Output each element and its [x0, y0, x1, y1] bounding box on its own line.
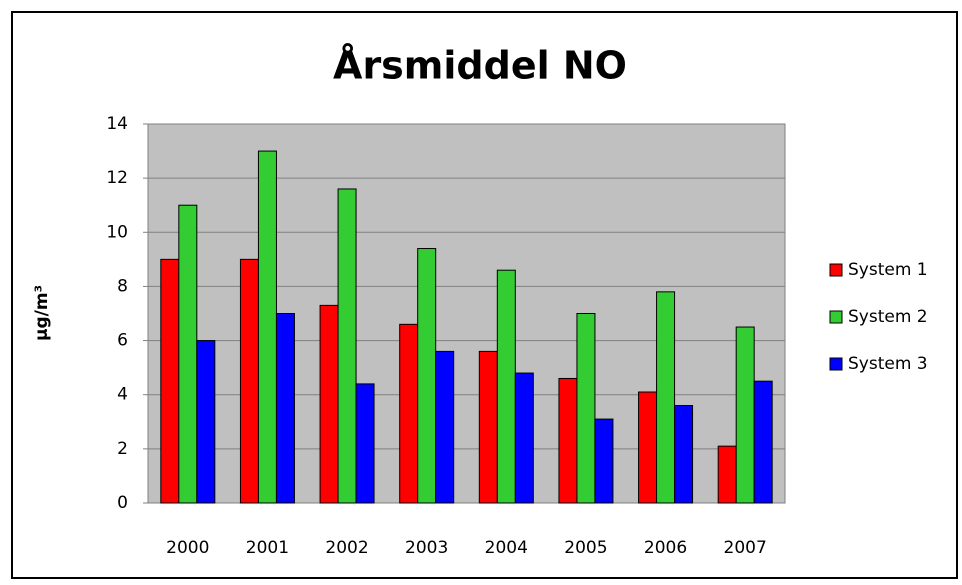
bar: [319, 304, 339, 504]
bar: [638, 391, 658, 504]
bar: [753, 380, 773, 504]
bar: [674, 405, 694, 504]
x-tick-label: 2006: [644, 538, 687, 558]
legend-label: System 3: [848, 354, 928, 374]
y-tick-label: 10: [106, 222, 128, 242]
x-tick-label: 2003: [405, 538, 448, 558]
bar: [239, 258, 259, 504]
bar: [417, 248, 437, 504]
y-tick-label: 6: [117, 331, 128, 351]
bar: [399, 323, 419, 504]
bar: [435, 350, 455, 504]
y-tick-label: 12: [106, 168, 128, 188]
bar: [514, 372, 534, 504]
bar: [496, 269, 516, 504]
x-tick-label: 2000: [166, 538, 209, 558]
x-tick-label: 2005: [564, 538, 607, 558]
bar: [160, 258, 180, 504]
bar: [478, 350, 498, 504]
x-tick-label: 2004: [485, 538, 528, 558]
bar: [656, 291, 676, 504]
bar: [257, 150, 277, 504]
legend-label: System 1: [848, 260, 928, 280]
bar: [558, 377, 578, 504]
bar: [735, 326, 755, 504]
x-tick-label: 2001: [246, 538, 289, 558]
y-axis-label: µg/m³: [32, 285, 52, 341]
y-tick-label: 4: [117, 385, 128, 405]
legend-swatch: [829, 263, 843, 277]
bar: [576, 313, 596, 504]
legend-swatch: [829, 310, 843, 324]
bar: [196, 340, 216, 504]
bar: [594, 418, 614, 504]
y-tick-label: 14: [106, 114, 128, 134]
x-tick-label: 2007: [724, 538, 767, 558]
bar: [178, 204, 198, 504]
legend-label: System 2: [848, 307, 928, 327]
bar: [717, 445, 737, 504]
bar: [275, 313, 295, 504]
chart-title: Årsmiddel NO: [333, 44, 627, 88]
legend-swatch: [829, 357, 843, 371]
bar: [355, 383, 375, 504]
x-tick-label: 2002: [325, 538, 368, 558]
y-tick-label: 2: [117, 439, 128, 459]
bar: [337, 188, 357, 504]
y-tick-label: 0: [117, 493, 128, 513]
y-tick-label: 8: [117, 276, 128, 296]
